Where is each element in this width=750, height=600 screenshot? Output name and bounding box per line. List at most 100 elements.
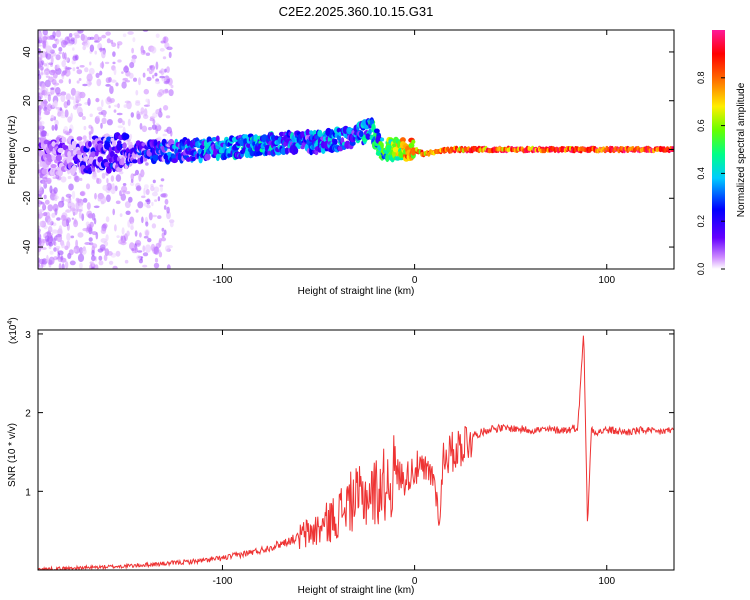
spectrogram-speckle xyxy=(117,43,120,49)
spectrogram-speckle xyxy=(166,46,173,51)
spectrogram-speckle xyxy=(115,200,121,205)
spectrogram-speckle xyxy=(43,194,47,200)
spectrogram-speckle xyxy=(96,106,103,112)
spectrogram-speckle xyxy=(53,241,57,246)
spectrogram-speckle xyxy=(163,205,167,210)
spectrogram-speckle xyxy=(121,71,124,74)
spectrogram-speckle xyxy=(160,237,167,242)
snr-ticks: -100 0 100 1 2 3 xyxy=(25,330,674,587)
spectrogram-speckle xyxy=(84,67,89,73)
spectrogram-speckle xyxy=(126,230,130,237)
spectrogram-speckle xyxy=(79,177,83,181)
spectrogram-speckle xyxy=(52,43,57,49)
spectrogram-speckle xyxy=(54,197,58,201)
snr-plot: -100 0 100 1 2 3 xyxy=(25,329,675,587)
spectrogram-speckle xyxy=(122,77,129,81)
spectrogram-speckle xyxy=(105,84,111,87)
colorbar: 0.0 0.2 0.4 0.6 0.8 Normalized spectral ampl… xyxy=(696,30,747,275)
spectrogram-speckle xyxy=(70,96,75,100)
spectrogram-speckle xyxy=(139,232,142,238)
y-tick-label: 0 xyxy=(22,146,33,152)
spectrogram-speckle xyxy=(124,201,131,209)
spectrogram-speckle xyxy=(38,62,41,69)
spectrogram-speckle xyxy=(95,264,99,269)
spectrogram-speckle xyxy=(134,246,138,254)
spectrogram-ridge-point xyxy=(105,166,112,174)
spectrogram-speckle xyxy=(162,133,167,137)
spectrogram-ridge-point xyxy=(152,153,159,162)
spectrogram-speckle xyxy=(55,106,61,110)
x-tick-label: 0 xyxy=(412,576,418,587)
spectrogram-speckle xyxy=(58,51,62,55)
spectrogram-speckle xyxy=(42,30,48,36)
spectrogram-speckle xyxy=(81,213,85,221)
spectrogram-speckle xyxy=(91,266,95,269)
spectrogram-speckle xyxy=(93,218,97,225)
spectrogram-speckle xyxy=(88,82,92,85)
spectrogram-speckle xyxy=(113,68,117,76)
spectrogram-speckle xyxy=(112,208,115,216)
spectrogram-speckle xyxy=(38,121,43,127)
spectrogram-speckle xyxy=(129,216,135,225)
spectrogram-speckle xyxy=(115,82,119,87)
spectrogram-speckle xyxy=(142,245,146,253)
spectrogram-ridge-point xyxy=(61,136,67,143)
spectrogram-speckle xyxy=(81,116,86,120)
spectrogram-speckle xyxy=(148,212,153,221)
spectrogram-speckle xyxy=(105,77,111,84)
spectrogram-ridge-point xyxy=(293,147,299,155)
spectrogram-speckle xyxy=(91,231,97,236)
spectrogram-speckle xyxy=(103,254,108,262)
spectrogram-speckle xyxy=(75,201,80,210)
spectrogram-speckle xyxy=(72,47,75,51)
spectrogram-speckle xyxy=(66,232,71,242)
spectrogram-speckle xyxy=(53,247,57,252)
spectrogram-ridge-point xyxy=(97,156,104,163)
spectrogram-speckle xyxy=(121,185,128,193)
spectrogram-speckle xyxy=(94,192,97,200)
spectrogram-speckle xyxy=(38,200,42,207)
spectrogram-speckle xyxy=(116,112,123,116)
spectrogram-speckle xyxy=(106,38,111,44)
spectrogram-speckle xyxy=(146,76,152,82)
spectrogram-speckle xyxy=(151,214,158,218)
spectrogram-speckle xyxy=(127,118,131,127)
spectrogram-speckle xyxy=(129,182,135,186)
spectrogram-speckle xyxy=(107,251,113,256)
x-tick-label: -100 xyxy=(212,576,232,587)
spectrogram-speckle xyxy=(68,128,72,134)
spectrogram-speckle xyxy=(77,253,85,263)
spectrogram-speckle xyxy=(130,173,135,181)
spectrogram-speckle xyxy=(66,99,71,106)
x-tick-label: 100 xyxy=(598,576,615,587)
spectrogram-ridge-point xyxy=(57,147,64,154)
spectrogram-speckle xyxy=(166,126,172,134)
spectrogram-speckle xyxy=(124,65,128,70)
spectrogram-speckle xyxy=(154,257,159,263)
spectrogram-speckle xyxy=(168,51,172,59)
colorbar-tick-label: 0.8 xyxy=(696,72,706,85)
spectrogram-speckle xyxy=(128,196,133,203)
spectrogram-ridge-point xyxy=(204,153,211,161)
spectrogram-speckle xyxy=(141,195,146,199)
spectrogram-speckle xyxy=(40,124,43,132)
spectrogram-speckle xyxy=(38,44,42,47)
spectrogram-speckle xyxy=(148,126,152,131)
spectrogram-speckle xyxy=(122,33,127,38)
spectrogram-speckle xyxy=(166,206,170,214)
spectrogram-speckle xyxy=(48,256,55,265)
spectrogram-speckle xyxy=(85,221,90,227)
spectrogram-speckle xyxy=(38,95,42,102)
spectrogram-speckle xyxy=(82,83,88,87)
spectrogram-speckle xyxy=(73,218,77,225)
spectrogram-speckle xyxy=(87,97,91,107)
colorbar-tick-label: 0.4 xyxy=(696,167,706,180)
spectrogram-speckle xyxy=(139,122,143,130)
spectrogram-speckle xyxy=(162,89,169,94)
spectrogram-speckle xyxy=(60,114,66,119)
spectrogram-speckle xyxy=(38,185,43,191)
spectrogram-speckle xyxy=(101,34,107,39)
spectrogram-speckle xyxy=(144,184,149,190)
spectrogram-speckle xyxy=(44,235,50,242)
spectrogram-ridge-point xyxy=(411,139,416,144)
